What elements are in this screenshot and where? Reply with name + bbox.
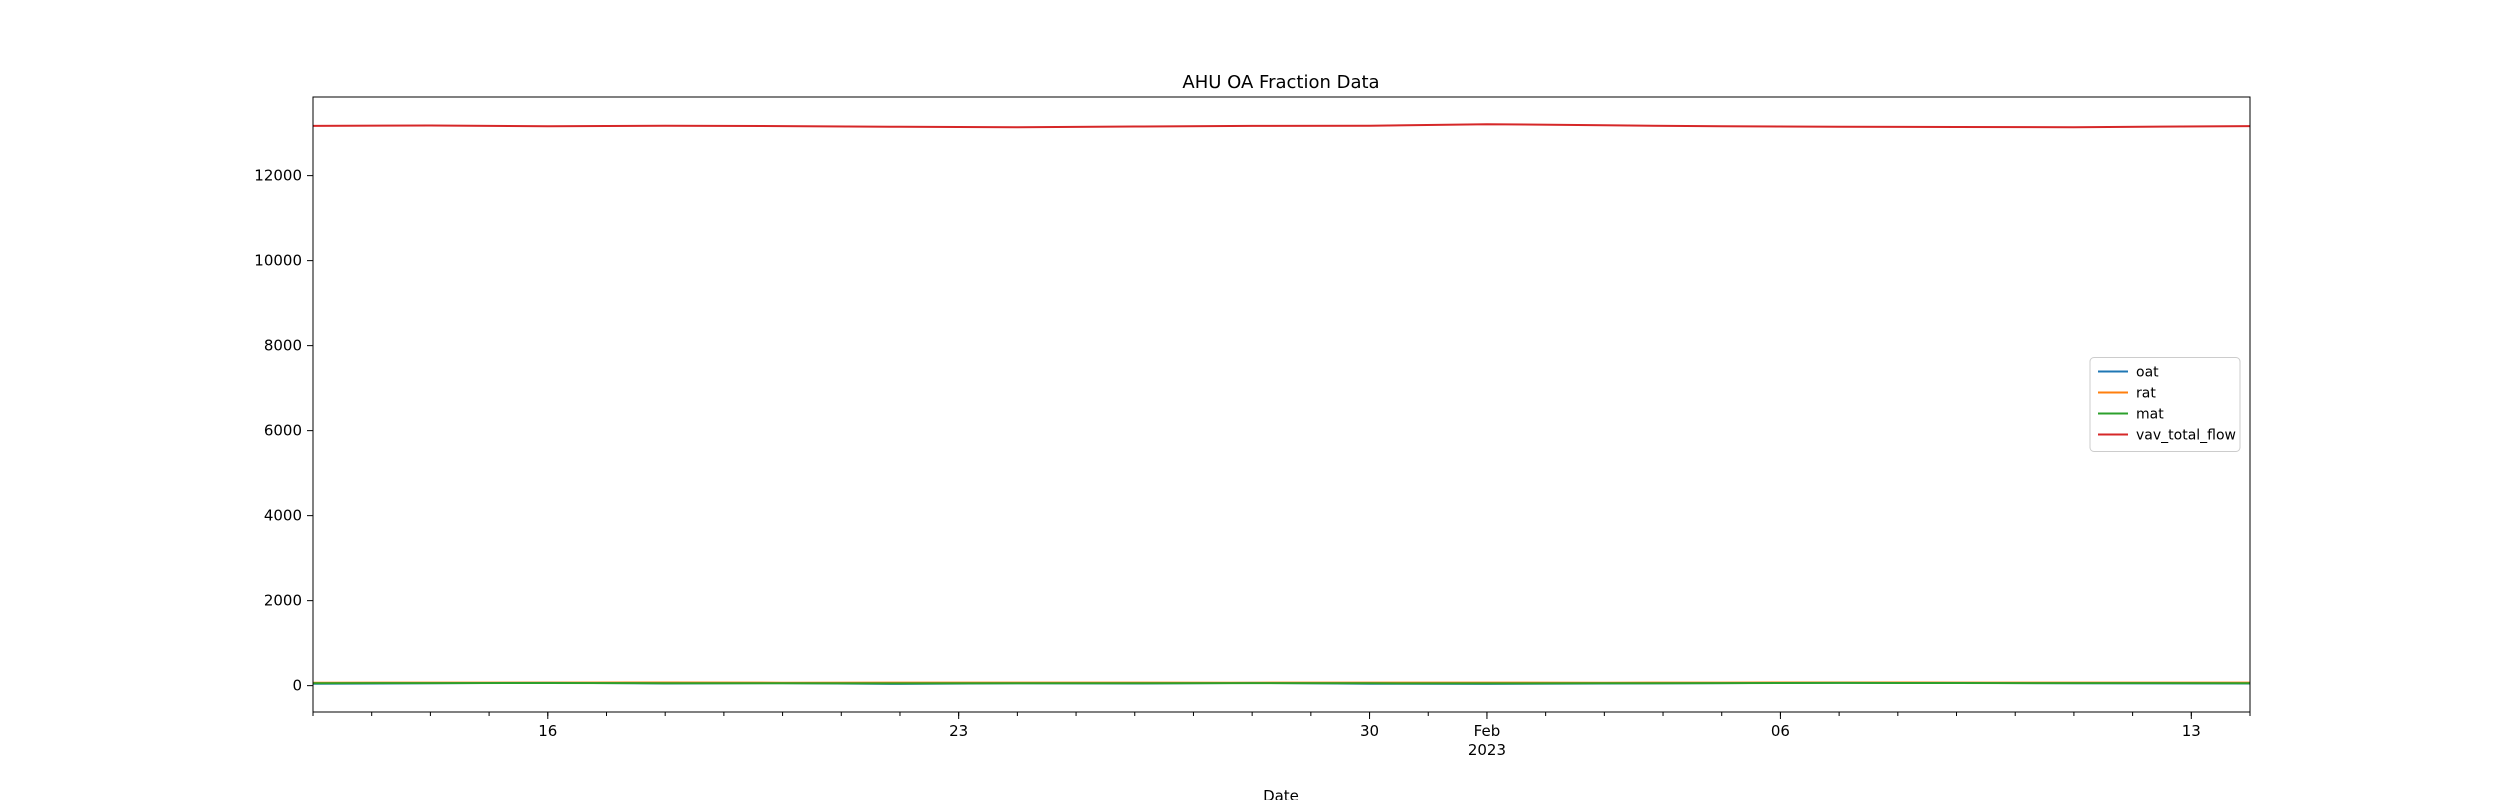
y-tick-label: 0 bbox=[292, 677, 302, 695]
x-tick-label: 06 bbox=[1771, 722, 1790, 740]
legend-entry: mat bbox=[2136, 407, 2164, 423]
y-tick-label: 6000 bbox=[264, 422, 302, 440]
x-tick-sublabel: 2023 bbox=[1468, 741, 1506, 759]
x-tick-label: 16 bbox=[538, 722, 557, 740]
series-line-mat bbox=[312, 681, 2251, 685]
chart-title: AHU OA Fraction Data bbox=[1182, 72, 1379, 93]
x-axis-label: Date bbox=[1263, 787, 1299, 800]
x-tick-label: 13 bbox=[2182, 722, 2201, 740]
x-tick-label: 23 bbox=[949, 722, 968, 740]
y-tick-label: 8000 bbox=[264, 337, 302, 355]
legend-box bbox=[2089, 357, 2241, 452]
x-tick-label: 30 bbox=[1360, 722, 1379, 740]
axis-layer: 0 2000 4000 6000 8000 10000 12000 16 23 30 Feb2023… bbox=[254, 167, 2251, 759]
y-tick-label: 10000 bbox=[254, 252, 302, 270]
legend-entry: oat bbox=[2136, 365, 2159, 381]
legend-entry: rat bbox=[2136, 386, 2156, 402]
y-tick-label: 12000 bbox=[254, 167, 302, 185]
series-layer bbox=[312, 123, 2251, 685]
legend: oat rat mat vav_total_flow bbox=[2089, 357, 2241, 452]
plot-frame bbox=[312, 96, 2251, 713]
x-tick-label: Feb bbox=[1474, 722, 1501, 740]
series-line-vav-total-flow bbox=[312, 123, 2251, 129]
legend-entry: vav_total_flow bbox=[2136, 428, 2236, 444]
y-tick-label: 4000 bbox=[264, 507, 302, 525]
y-tick-label: 2000 bbox=[264, 592, 302, 610]
